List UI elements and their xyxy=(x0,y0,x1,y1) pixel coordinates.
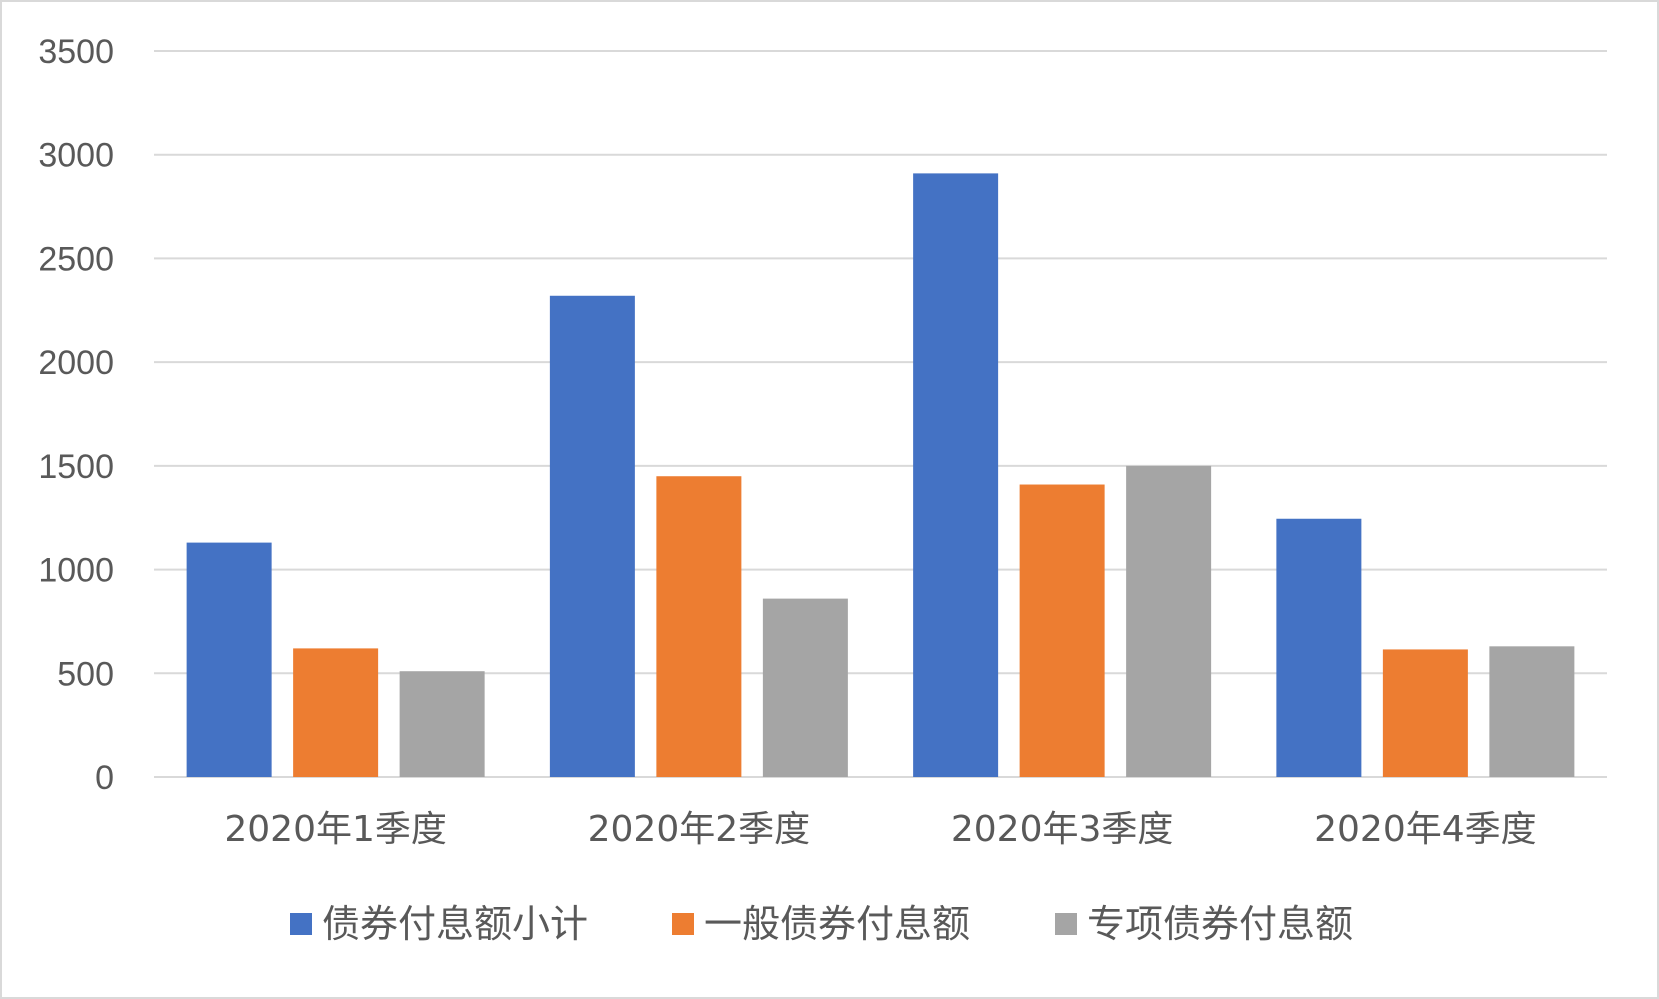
legend-swatch-2 xyxy=(672,913,694,935)
y-tick-label: 500 xyxy=(57,655,114,693)
y-tick-label: 2000 xyxy=(38,344,114,382)
bar-1-1 xyxy=(187,543,272,777)
y-tick-label: 3000 xyxy=(38,137,114,175)
y-tick-label: 0 xyxy=(95,759,114,797)
y-tick-label: 3500 xyxy=(38,33,114,71)
bar-2-3 xyxy=(1020,485,1105,777)
bar-3-3 xyxy=(1126,466,1211,777)
bar-3-4 xyxy=(1489,646,1574,777)
x-category-label: 2020年1季度 xyxy=(224,809,447,850)
x-category-label: 2020年3季度 xyxy=(951,809,1174,850)
legend-swatch-3 xyxy=(1055,913,1077,935)
y-tick-label: 1000 xyxy=(38,552,114,590)
legend: 债券付息额小计 一般债券付息额 专项债券付息额 xyxy=(290,902,1353,946)
bar-2-1 xyxy=(293,648,378,777)
bar-1-4 xyxy=(1276,519,1361,777)
y-tick-label: 2500 xyxy=(38,240,114,278)
bar-3-1 xyxy=(400,671,485,777)
bars xyxy=(187,173,1575,777)
legend-label-2: 一般债券付息额 xyxy=(704,902,970,946)
bar-1-2 xyxy=(550,296,635,777)
x-category-label: 2020年2季度 xyxy=(588,809,811,850)
x-axis-category-labels: 2020年1季度 2020年2季度 2020年3季度 2020年4季度 xyxy=(224,809,1536,850)
y-tick-label: 1500 xyxy=(38,448,114,486)
bar-2-4 xyxy=(1383,649,1468,777)
legend-swatch-1 xyxy=(290,913,312,935)
bar-1-3 xyxy=(913,173,998,777)
x-category-label: 2020年4季度 xyxy=(1314,809,1537,850)
bar-3-2 xyxy=(763,599,848,777)
y-axis-tick-labels: 0 500 1000 1500 2000 2500 3000 3500 xyxy=(38,33,114,797)
legend-label-1: 债券付息额小计 xyxy=(322,902,588,946)
bar-2-2 xyxy=(656,476,741,777)
legend-label-3: 专项债券付息额 xyxy=(1087,902,1353,946)
